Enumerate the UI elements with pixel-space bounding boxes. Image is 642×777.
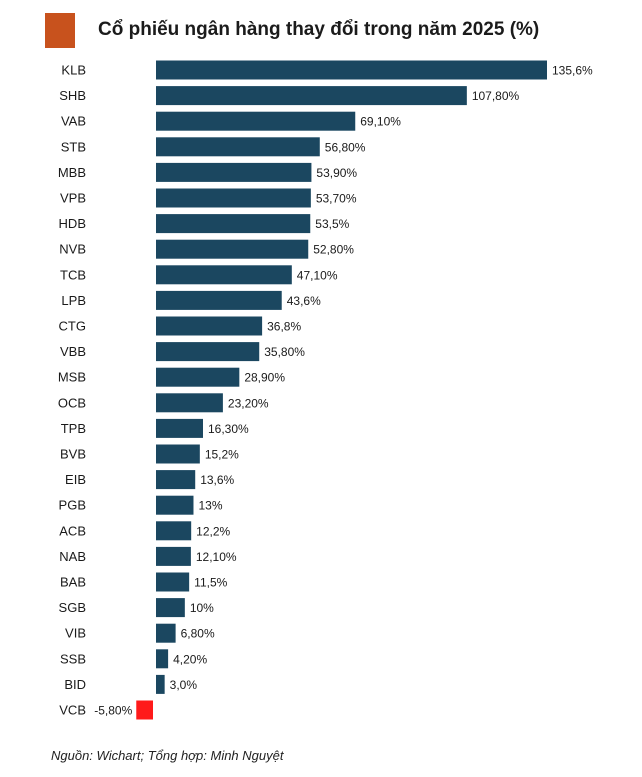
category-label-ocb: OCB [58,395,86,410]
category-label-bvb: BVB [60,447,86,462]
bar-acb [156,521,192,541]
category-label-tpb: TPB [61,421,86,436]
category-label-shb: SHB [59,88,86,103]
category-label-mbb: MBB [58,165,86,180]
bar-tcb [156,265,292,285]
bar-bvb [156,444,200,464]
category-label-tcb: TCB [60,267,86,282]
category-label-klb: KLB [61,63,86,78]
category-label-eib: EIB [65,472,86,487]
value-label-tpb: 16,30% [208,422,249,436]
category-label-acb: ACB [59,523,86,538]
value-label-eib: 13,6% [200,473,234,487]
bar-sgb [156,598,185,618]
value-label-acb: 12,2% [196,524,230,538]
category-label-vbb: VBB [60,344,86,359]
value-label-vab: 69,10% [360,115,401,129]
bar-eib [156,470,196,490]
bar-vpb [156,188,311,208]
category-label-stb: STB [61,139,86,154]
bar-msb [156,367,240,387]
value-label-stb: 56,80% [325,140,366,154]
value-label-pgb: 13% [198,499,222,513]
category-label-ctg: CTG [59,319,86,334]
bar-nvb [156,239,309,259]
bar-nab [156,546,191,566]
category-label-nvb: NVB [59,242,86,257]
value-label-nvb: 52,80% [313,243,354,257]
bar-vbb [156,342,260,362]
category-label-msb: MSB [58,370,86,385]
bar-vib [156,623,176,643]
value-label-sgb: 10% [190,601,214,615]
value-label-msb: 28,90% [244,371,285,385]
value-label-tcb: 47,10% [297,268,338,282]
bar-pgb [156,495,194,515]
value-label-lpb: 43,6% [287,294,321,308]
bar-ctg [156,316,263,336]
bar-stb [156,137,320,157]
category-label-ssb: SSB [60,651,86,666]
value-label-bvb: 15,2% [205,448,239,462]
bar-bid [156,674,165,694]
category-label-vcb: VCB [59,703,86,718]
bar-ocb [156,393,223,413]
value-label-vpb: 53,70% [316,192,357,206]
value-label-ocb: 23,20% [228,396,269,410]
category-label-lpb: LPB [61,293,86,308]
category-label-bid: BID [64,677,86,692]
value-label-vbb: 35,80% [264,345,305,359]
brand-square-icon [45,12,75,48]
value-label-bab: 11,5% [194,576,227,590]
category-label-hdb: HDB [59,216,86,231]
category-label-sgb: SGB [59,600,86,615]
category-label-vib: VIB [65,626,86,641]
category-label-vpb: VPB [60,191,86,206]
value-label-mbb: 53,90% [316,166,357,180]
value-label-ctg: 36,8% [267,320,301,334]
bar-vab [156,111,356,131]
value-label-ssb: 4,20% [173,652,207,666]
bar-tpb [156,418,204,438]
source-note: Nguồn: Wichart; Tổng hợp: Minh Nguyệt [51,748,284,763]
bar-ssb [156,649,169,669]
bar-mbb [156,162,312,182]
value-label-vcb: -5,80% [94,704,132,718]
chart-header: Cổ phiếu ngân hàng thay đổi trong năm 20… [45,10,539,50]
category-label-bab: BAB [60,575,86,590]
category-label-pgb: PGB [59,498,86,513]
value-label-vib: 6,80% [181,627,215,641]
value-label-bid: 3,0% [170,678,198,692]
value-label-klb: 135,6% [552,64,593,78]
value-label-nab: 12,10% [196,550,237,564]
value-label-hdb: 53,5% [315,217,349,231]
bar-klb [156,60,547,80]
value-label-shb: 107,80% [472,89,520,103]
bar-hdb [156,214,311,234]
bar-lpb [156,290,282,310]
category-label-nab: NAB [59,549,86,564]
bar-shb [156,86,467,106]
bar-bab [156,572,190,592]
chart-title: Cổ phiếu ngân hàng thay đổi trong năm 20… [98,19,540,40]
bar-vcb [136,700,153,720]
category-label-vab: VAB [61,114,86,129]
